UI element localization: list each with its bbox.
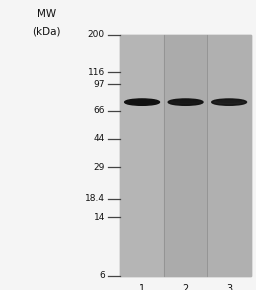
Text: 116: 116 (88, 68, 105, 77)
Text: 97: 97 (93, 80, 105, 89)
Text: MW: MW (37, 9, 56, 19)
Text: 29: 29 (94, 163, 105, 172)
Text: 14: 14 (94, 213, 105, 222)
Ellipse shape (130, 100, 154, 102)
Text: 18.4: 18.4 (85, 194, 105, 203)
Text: 1: 1 (139, 284, 145, 290)
Ellipse shape (125, 99, 159, 105)
Ellipse shape (168, 99, 203, 105)
Text: 200: 200 (88, 30, 105, 39)
Text: (kDa): (kDa) (32, 26, 60, 36)
Ellipse shape (212, 99, 247, 105)
Text: 44: 44 (94, 134, 105, 143)
Ellipse shape (217, 100, 241, 102)
Text: 3: 3 (226, 284, 232, 290)
Text: 6: 6 (99, 271, 105, 280)
Ellipse shape (173, 100, 198, 102)
Text: 66: 66 (93, 106, 105, 115)
Text: 2: 2 (183, 284, 189, 290)
